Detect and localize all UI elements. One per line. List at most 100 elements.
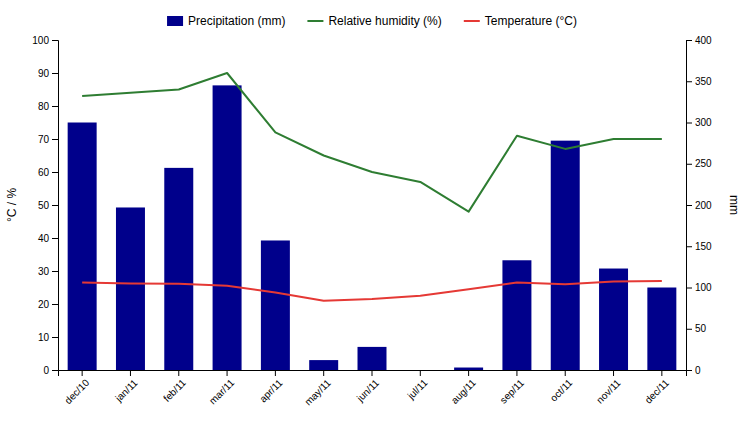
bar (68, 123, 97, 371)
tick-label: 200 (695, 200, 712, 211)
tick: aug/11 (449, 370, 478, 406)
tick-label: 10 (38, 332, 50, 343)
bar (261, 240, 290, 370)
tick: jul/11 (405, 370, 430, 402)
legend-swatch (167, 16, 183, 26)
tick: 70 (38, 134, 58, 145)
tick-mark (178, 370, 179, 376)
tick-label: aug/11 (449, 377, 478, 406)
bar (358, 347, 387, 370)
tick-mark (130, 370, 131, 376)
tick-label: 80 (38, 101, 50, 112)
tick-mark (686, 164, 692, 165)
tick-label: 350 (695, 76, 712, 87)
tick-mark (686, 329, 692, 330)
tick: 250 (686, 158, 712, 169)
tick-mark (227, 370, 228, 376)
tick-label: 100 (32, 35, 49, 46)
y2-axis: 050100150200250300350400 (686, 35, 712, 376)
tick-label: 30 (38, 266, 50, 277)
plot-area (68, 73, 677, 370)
y-axis: 0 10 20 30 40 50 60 70 80 90 100 (32, 35, 58, 376)
tick-label: sep/11 (498, 377, 527, 406)
axis-line (687, 41, 693, 371)
tick: 10 (38, 332, 58, 343)
tick-mark (52, 73, 58, 74)
tick-label: dec/11 (643, 377, 672, 406)
tick-label: 60 (38, 167, 50, 178)
tick-label: apr/11 (257, 377, 285, 405)
tick-mark (52, 205, 58, 206)
tick-label: jun/11 (354, 377, 382, 405)
bar (454, 368, 483, 370)
tick-label: oct/11 (548, 377, 575, 404)
axis-line (52, 41, 59, 371)
tick: 150 (686, 241, 712, 252)
tick: 30 (38, 266, 58, 277)
tick-label: may/11 (302, 377, 333, 408)
legend-swatch (307, 20, 323, 22)
tick-mark (372, 370, 373, 376)
tick-label: mar/11 (207, 377, 237, 407)
tick-label: dec/10 (62, 377, 91, 406)
tick-label: 150 (695, 241, 712, 252)
tick-mark (686, 40, 692, 41)
tick-label: 300 (695, 117, 712, 128)
tick-mark (516, 370, 517, 376)
legend-label: Relative humidity (%) (328, 14, 441, 28)
tick-mark (661, 370, 662, 376)
tick: 0 (686, 365, 701, 376)
tick-label: 40 (38, 233, 50, 244)
tick-label: 50 (38, 200, 50, 211)
tick-label: 400 (695, 35, 712, 46)
tick-label: feb/11 (161, 377, 188, 404)
y2-axis-label: mm (727, 195, 741, 215)
tick: 100 (32, 35, 58, 46)
tick: 40 (38, 233, 58, 244)
bar (116, 207, 145, 370)
tick: dec/11 (643, 370, 672, 406)
bar-series (68, 85, 677, 370)
tick-mark (323, 370, 324, 376)
tick: jun/11 (354, 370, 382, 404)
tick: nov/11 (594, 370, 623, 406)
tick: 0 (43, 365, 58, 376)
tick: sep/11 (498, 370, 527, 406)
legend-item: Precipitation (mm) (167, 14, 285, 28)
tick-mark (52, 271, 58, 272)
x-axis: dec/10 jan/11 feb/11 mar/11 apr/11 may/11 jun/… (59, 370, 687, 408)
tick-mark (52, 370, 58, 371)
tick-label: 90 (38, 68, 50, 79)
line (82, 73, 662, 212)
tick-label: jan/11 (112, 377, 140, 405)
tick-mark (686, 205, 692, 206)
tick-label: 70 (38, 134, 50, 145)
y-axis-label: °C / % (5, 188, 19, 222)
tick-mark (468, 370, 469, 376)
legend-item: Temperature (°C) (464, 14, 577, 28)
tick: 20 (38, 299, 58, 310)
tick: 200 (686, 200, 712, 211)
tick: 100 (686, 282, 712, 293)
bar (647, 288, 676, 371)
tick: 80 (38, 101, 58, 112)
tick: dec/10 (62, 370, 91, 406)
bar (502, 260, 531, 370)
tick-mark (52, 238, 58, 239)
tick-mark (686, 246, 692, 247)
tick-mark (565, 370, 566, 376)
line (82, 281, 662, 301)
tick: 90 (38, 68, 58, 79)
tick-mark (686, 123, 692, 124)
tick: 350 (686, 76, 712, 87)
tick: apr/11 (257, 370, 285, 404)
tick-mark (52, 337, 58, 338)
tick: mar/11 (207, 370, 237, 406)
tick: 50 (38, 200, 58, 211)
tick-mark (686, 81, 692, 82)
tick-label: 250 (695, 158, 712, 169)
tick-mark (82, 370, 83, 376)
tick: 400 (686, 35, 712, 46)
axis-line (59, 371, 687, 377)
bar (551, 141, 580, 370)
